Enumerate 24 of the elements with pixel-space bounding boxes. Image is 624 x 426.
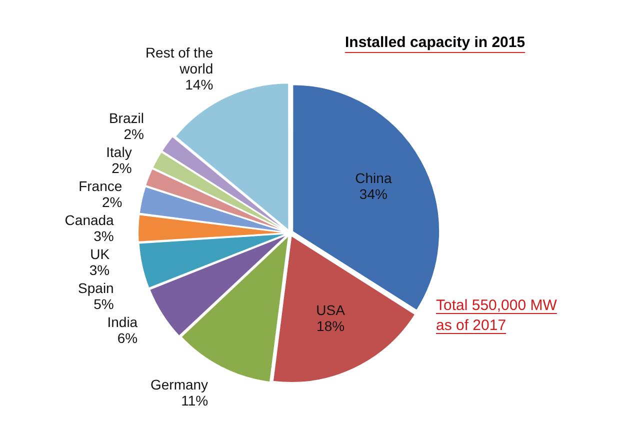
slice-label: Rest of the world: [145, 44, 214, 77]
slice-label: France: [78, 178, 122, 194]
slice-label: China: [355, 170, 392, 186]
slice-label: Germany: [150, 376, 208, 393]
slice-label: Canada: [64, 212, 114, 228]
data-label: 11%: [181, 392, 208, 409]
slice-label: Spain: [78, 280, 114, 296]
slice-label: Brazil: [108, 110, 144, 126]
slice-label: UK: [90, 246, 110, 262]
slice-label: Italy: [106, 144, 132, 160]
data-label: 6%: [117, 330, 138, 346]
data-label: 2%: [112, 160, 132, 176]
data-label: 18%: [316, 318, 345, 334]
data-label: 34%: [359, 186, 388, 202]
data-label: 3%: [94, 228, 114, 244]
data-label: 3%: [89, 262, 110, 278]
data-label: 2%: [102, 194, 122, 210]
text: Total 550,000 MW as of 2017: [436, 296, 558, 336]
slice-label: USA: [316, 302, 346, 318]
data-label: 2%: [124, 126, 144, 142]
slice-label: India: [107, 314, 138, 330]
chart-title: Installed capacity in 2015: [345, 34, 526, 51]
data-label: 5%: [94, 296, 114, 312]
data-label: 14%: [185, 76, 214, 93]
